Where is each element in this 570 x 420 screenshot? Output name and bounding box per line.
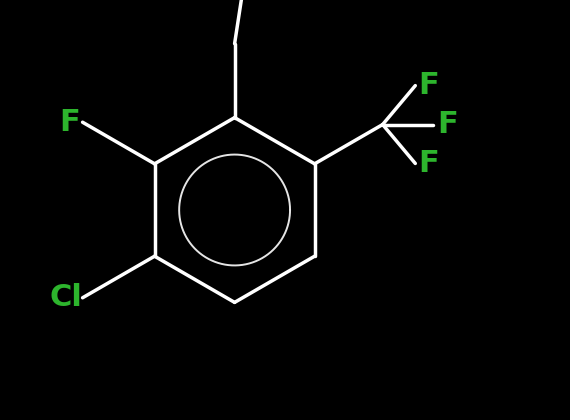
Text: Cl: Cl [50,283,83,312]
Text: F: F [418,71,439,100]
Text: F: F [60,108,80,137]
Text: F: F [418,149,439,178]
Text: F: F [437,110,458,139]
